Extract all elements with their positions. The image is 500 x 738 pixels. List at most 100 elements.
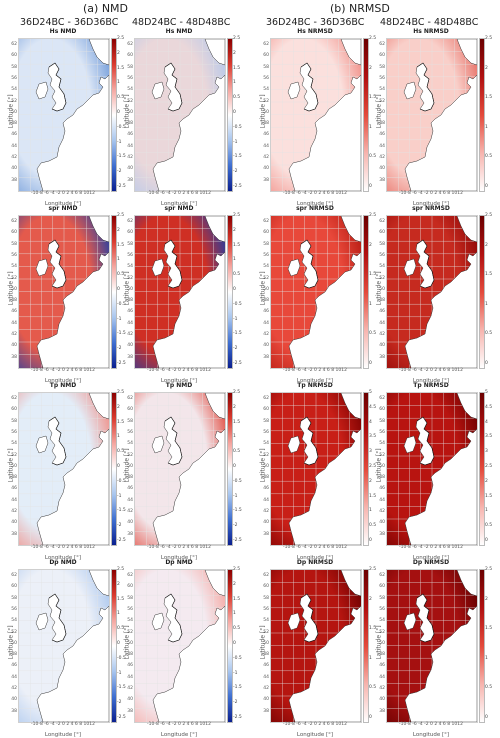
y-tick-label: 56 — [379, 606, 385, 612]
colorbar-tick-label: 4 — [369, 419, 372, 425]
map-panel: Dp NMD 62 60 58 56 54 52 50 48 46 44 42 40 38 Latitude… — [124, 559, 244, 738]
colorbar-tick-label: -2 — [117, 169, 122, 175]
colorbar-tick-label: 0.5 — [485, 154, 493, 160]
y-tick-label: 62 — [11, 219, 17, 224]
colorbar-tick-label: 5 — [485, 390, 488, 395]
panel-title: Tp NRMSD — [297, 382, 333, 389]
y-tick-label: 60 — [127, 53, 133, 59]
colorbar-tick-label: -1.5 — [117, 331, 126, 337]
land-mass — [288, 74, 361, 191]
land-mass — [36, 251, 109, 368]
y-tick-label: 38 — [263, 354, 269, 360]
colorbar-tick-label: 1.5 — [117, 419, 125, 425]
colorbar-tick-label: -0.5 — [233, 301, 242, 307]
colorbar-tick-label: 0.5 — [117, 626, 125, 632]
colorbar-tick-label: 0.5 — [485, 685, 493, 691]
y-tick-label: 56 — [11, 252, 17, 258]
y-tick-label: 40 — [263, 166, 269, 172]
y-tick-label: 56 — [127, 606, 133, 612]
y-tick-label: 46 — [379, 132, 385, 138]
y-tick-label: 40 — [379, 697, 385, 703]
column-title-2: 48D24BC - 48D48BC — [132, 17, 231, 28]
y-tick-label: 62 — [127, 219, 133, 224]
panel-title: Dp NMD — [165, 559, 193, 566]
colorbar-tick-label: -2 — [117, 523, 122, 529]
y-tick-labels: 62 60 58 56 54 52 50 48 46 44 42 40 38 — [260, 215, 269, 367]
colorbar-tick-label: -1 — [233, 670, 238, 676]
y-tick-label: 44 — [127, 674, 133, 680]
y-tick-label: 52 — [263, 275, 269, 281]
colorbar-tick-labels: 2.5 2 1.5 1 0.5 0 -0.5 -1 -1.5 -2 -2.5 — [117, 213, 129, 367]
colorbar-tick-label: -0.5 — [117, 655, 126, 661]
map-panel: spr NMD 62 60 58 56 54 52 50 48 46 44 42 40 38 Latitud… — [124, 205, 245, 384]
panel-title: Tp NMD — [165, 382, 193, 389]
x-axis-label: Longitude [°] — [412, 732, 450, 738]
colorbar-tick-label: 0 — [117, 464, 120, 469]
x-axis-label: Longitude [°] — [44, 555, 82, 561]
colorbar — [363, 569, 369, 723]
y-tick-label: 40 — [263, 343, 269, 349]
panel-title: Hs NMD — [165, 28, 193, 35]
colorbar-tick-label: 2.5 — [117, 390, 125, 395]
colorbar-tick-labels: 2.5 2 1.5 1 0.5 0 -0.5 -1 -1.5 -2 -2.5 — [233, 390, 245, 544]
y-tick-label: 62 — [379, 573, 385, 578]
colorbar-tick-label: 2.5 — [117, 36, 125, 41]
y-tick-label: 46 — [127, 132, 133, 138]
land-mass — [288, 428, 361, 545]
colorbar-tick-label: 1.5 — [233, 65, 241, 71]
colorbar-tick-label: -2.5 — [233, 715, 242, 720]
y-tick-label: 44 — [379, 674, 385, 680]
panel-title: Dp NRMSD — [412, 559, 450, 566]
map-panel: Dp NMD 62 60 58 56 54 52 50 48 46 44 42 40 38 Latitude… — [8, 559, 128, 738]
colorbar-tick-labels: 2.5 2 1.5 1 0.5 0 -0.5 -1 -1.5 -2 -2.5 — [117, 36, 129, 190]
y-tick-label: 62 — [11, 396, 17, 401]
y-tick-label: 40 — [379, 166, 385, 172]
colorbar-tick-label: 1 — [369, 655, 372, 661]
colorbar-tick-label: 0 — [485, 715, 488, 720]
colorbar-tick-label: 3 — [369, 449, 372, 455]
map-panel: Hs NMD 62 60 58 56 54 52 50 48 46 44 42 40 38 Latitude… — [8, 28, 129, 207]
y-tick-label: 56 — [379, 429, 385, 435]
y-tick-label: 46 — [263, 663, 269, 669]
y-tick-label: 40 — [379, 520, 385, 526]
colorbar-tick-label: 2.5 — [369, 36, 377, 41]
panel-title: Hs NRMSD — [297, 28, 333, 35]
y-tick-label: 56 — [263, 606, 269, 612]
coastline — [48, 62, 67, 112]
y-tick-label: 60 — [263, 230, 269, 236]
y-tick-label: 60 — [263, 53, 269, 59]
y-tick-label: 50 — [263, 463, 269, 469]
y-tick-label: 48 — [379, 121, 385, 127]
colorbar-tick-label: 2 — [117, 227, 120, 233]
map-area — [270, 215, 362, 369]
colorbar-tick-label: 2.5 — [369, 464, 377, 469]
land-mass — [404, 605, 477, 722]
land-mass — [88, 570, 109, 597]
y-tick-label: 50 — [379, 640, 385, 646]
land-mass — [152, 251, 225, 368]
y-tick-label: 44 — [263, 143, 269, 149]
y-tick-label: 58 — [379, 64, 385, 70]
land-mass — [403, 258, 417, 277]
y-tick-label: 56 — [11, 75, 17, 81]
colorbar-tick-label: -0.5 — [117, 478, 126, 484]
map-panel: Hs NRMSD 62 60 58 56 54 52 50 48 46 44 42 40 38 Latitu… — [376, 28, 496, 207]
colorbar-tick-label: 2.5 — [485, 36, 493, 41]
colorbar-tick-label: -0.5 — [117, 124, 126, 130]
land-mass — [151, 612, 165, 631]
colorbar — [227, 215, 233, 369]
y-tick-labels: 62 60 58 56 54 52 50 48 46 44 42 40 38 — [124, 392, 133, 544]
y-axis-label: Latitude [°] — [375, 625, 383, 660]
y-tick-label: 44 — [263, 320, 269, 326]
y-tick-label: 62 — [263, 396, 269, 401]
colorbar-tick-label: -1.5 — [233, 685, 242, 691]
colorbar-tick-label: -1.5 — [233, 331, 242, 337]
y-tick-label: 48 — [11, 298, 17, 304]
colorbar-tick-labels: 2.5 2 1.5 1 0.5 0 -0.5 -1 -1.5 -2 -2.5 — [117, 390, 129, 544]
column-title-4: 48D24BC - 48D48BC — [380, 17, 479, 28]
y-tick-label: 46 — [11, 663, 17, 669]
colorbar-tick-labels: 2.5 2 1.5 1 0.5 0 — [369, 213, 381, 367]
panel-title: Tp NMD — [49, 382, 77, 389]
colorbar-tick-labels: 2.5 2 1.5 1 0.5 0 -0.5 -1 -1.5 -2 -2.5 — [233, 213, 245, 367]
land-mass — [204, 216, 225, 243]
